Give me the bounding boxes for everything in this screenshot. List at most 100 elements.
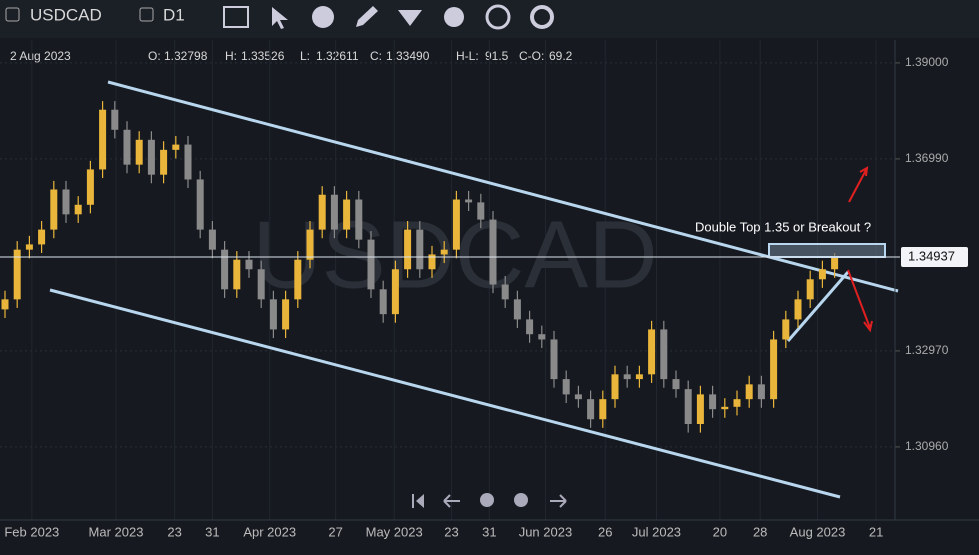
x-tick-label: 21: [869, 524, 883, 539]
candle-body: [684, 389, 692, 424]
toolbar: [0, 0, 979, 38]
candle-body: [355, 199, 363, 240]
candle-body: [1, 299, 9, 310]
candle-body: [221, 249, 229, 290]
candle-body: [147, 139, 155, 175]
candle-body: [599, 399, 607, 420]
candle-body: [111, 109, 119, 130]
info-label: H:: [225, 49, 237, 63]
info-label: C:: [370, 49, 382, 63]
zoom-in[interactable]: [514, 493, 528, 507]
info-label: O:: [148, 49, 161, 63]
candle-body: [648, 329, 656, 375]
x-tick-label: 31: [482, 524, 496, 539]
grid: 1.39000 1.36990 1.32970 1.30960 Feb 2023 Mar …: [0, 40, 949, 539]
checkbox[interactable]: [5, 7, 20, 22]
candle-body: [318, 194, 326, 230]
candle-body: [794, 299, 802, 320]
candle-body: [50, 189, 58, 230]
annotation: Double Top 1.35 or Breakout ?: [695, 219, 871, 234]
candle-body: [367, 239, 375, 290]
candle-body: [404, 229, 412, 270]
y-tick-label: 1.32970: [905, 343, 949, 357]
candle-body: [696, 394, 704, 424]
candles: [1, 101, 839, 433]
x-tick-label: Feb 2023: [4, 524, 59, 539]
last-price-box: [901, 246, 968, 267]
cursor-icon[interactable]: [272, 7, 288, 29]
candle-body: [611, 374, 619, 400]
zone: [768, 243, 886, 258]
info-label: H-L:: [456, 49, 479, 63]
candle-body: [208, 229, 216, 250]
info-value: 1.33490: [386, 49, 430, 63]
nav: [412, 493, 567, 508]
candle-body: [745, 384, 753, 400]
nav-right[interactable]: [550, 494, 567, 508]
y-tick-label: 1.36990: [905, 151, 949, 165]
info-value: 69.2: [549, 49, 573, 63]
timeframe[interactable]: D1: [163, 5, 185, 24]
symbol[interactable]: USDCAD: [30, 5, 102, 24]
candle-body: [184, 144, 192, 180]
candle-body: [501, 284, 509, 300]
candle-body: [160, 149, 168, 175]
candle-body: [513, 299, 521, 320]
candle-body: [38, 229, 46, 245]
candle-body: [99, 109, 107, 170]
x-tick-label: 26: [598, 524, 612, 539]
candle-body: [306, 229, 314, 260]
candle-body: [269, 299, 277, 330]
nav-left[interactable]: [443, 494, 460, 508]
candle-body: [428, 254, 436, 270]
x-tick-label: Jun 2023: [519, 524, 573, 539]
candle-body: [672, 379, 680, 390]
refresh-icon[interactable]: [530, 5, 554, 29]
info-value: 1.32798: [164, 49, 208, 63]
info-bar: O: 1.32798 H: 1.33526 L: 1.32611 C: 1.33490 H-L:…: [148, 49, 573, 63]
candle-body: [550, 339, 558, 380]
trend-line: [786, 271, 850, 342]
candle-body: [623, 374, 631, 380]
gear-icon[interactable]: [444, 7, 464, 27]
candle-body: [526, 319, 534, 335]
candle-body: [452, 199, 460, 250]
x-tick-label: May 2023: [366, 524, 423, 539]
candle-body: [733, 399, 741, 407]
gem-icon[interactable]: [398, 10, 422, 26]
pen-icon[interactable]: [356, 6, 378, 27]
x-tick-label: Jul 2023: [632, 524, 681, 539]
candle-body: [294, 259, 302, 300]
last-price-label: 1.34937: [908, 248, 955, 263]
candle-body: [172, 144, 180, 150]
info-value: 91.5: [485, 49, 509, 63]
candle-body: [806, 279, 814, 300]
info-date: 2 Aug 2023: [10, 49, 71, 63]
target-icon[interactable]: [485, 4, 511, 30]
candle-body: [538, 334, 546, 340]
candle-body: [13, 249, 21, 300]
arrow-down: [847, 269, 873, 333]
candle-body: [233, 259, 241, 290]
arrow-up: [848, 166, 869, 203]
candle-body: [196, 179, 204, 230]
candle-body: [562, 379, 570, 395]
info-label: C-O:: [519, 49, 544, 63]
candle-body: [330, 194, 338, 230]
candle-body: [379, 289, 387, 315]
chart-icon[interactable]: [223, 6, 249, 28]
x-tick-label: 20: [713, 524, 727, 539]
checkbox[interactable]: [139, 7, 154, 22]
candle-body: [416, 229, 424, 270]
candle-body: [831, 256, 839, 270]
compass-icon[interactable]: [312, 6, 334, 28]
candle-body: [770, 339, 778, 400]
zoom-out[interactable]: [480, 493, 494, 507]
nav-start[interactable]: [412, 494, 424, 508]
candle-body: [757, 384, 765, 400]
x-tick-label: 28: [753, 524, 767, 539]
candle-body: [123, 129, 131, 165]
candle-body: [62, 189, 70, 215]
x-tick-label: Mar 2023: [89, 524, 144, 539]
